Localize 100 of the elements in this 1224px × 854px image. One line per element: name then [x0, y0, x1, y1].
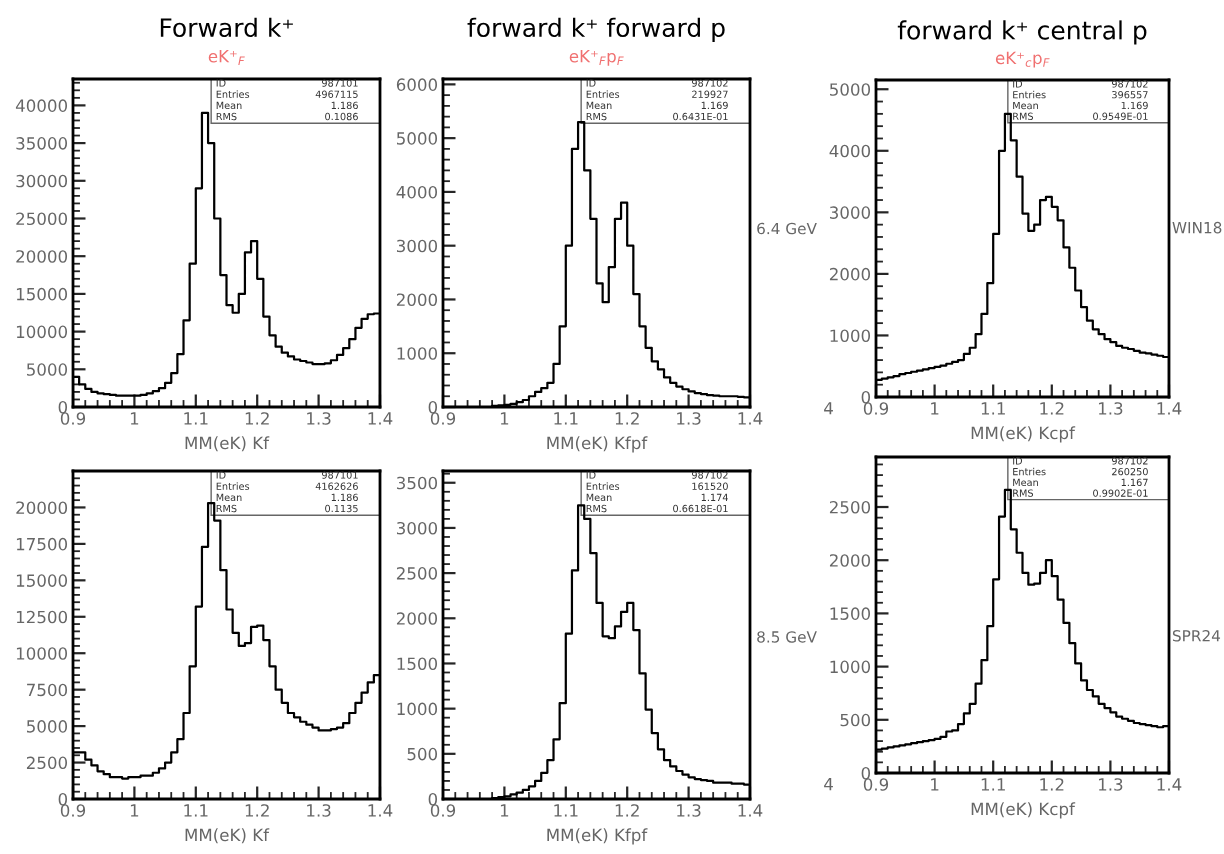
annotation: 987101 — [322, 471, 358, 479]
x-tick-label: 1.2 — [1040, 778, 1064, 791]
y-tick-label: 0 — [428, 400, 438, 414]
y-tick-label: 0 — [58, 400, 68, 414]
x-tick-label: 1.2 — [245, 804, 269, 817]
y-tick-label: 1000 — [397, 702, 438, 716]
y-tick-label: 4000 — [396, 185, 438, 199]
x-axis-title: MM(eK) Kf — [185, 436, 270, 452]
annotation: RMS — [216, 504, 237, 513]
annotation: 1.169 — [701, 101, 728, 110]
annotation: ID — [586, 79, 596, 87]
x-tick-label: 1.1 — [981, 778, 1005, 791]
annotation: Entries — [1013, 90, 1046, 99]
y-tick-label: 30000 — [16, 174, 68, 188]
text: WIN18 — [1172, 221, 1222, 234]
annotation: RMS — [586, 112, 607, 121]
y-tick-label: 1000 — [830, 660, 871, 674]
x-axis-title: MM(eK) Kfpf — [547, 436, 648, 453]
annotation: 0.6431E-01 — [673, 112, 728, 121]
x-tick-label: 1.3 — [1098, 778, 1123, 791]
annotation: Entries — [216, 90, 250, 98]
annotation: 1.186 — [331, 493, 358, 502]
annotation: 0.1135 — [325, 504, 358, 513]
y-tick-label: 3000 — [396, 521, 438, 535]
y-tick-label: 5000 — [27, 363, 68, 376]
annotation: RMS — [1013, 112, 1034, 120]
annotation: Mean — [216, 101, 242, 110]
annotation: Mean — [586, 493, 612, 502]
annotation: ID — [1013, 457, 1023, 465]
annotation: 0.9902E-01 — [1093, 489, 1148, 497]
annotation: 161520 — [692, 482, 728, 490]
chart-title: forward k⁺ forward p — [467, 17, 725, 42]
y-tick-label: 0 — [428, 792, 438, 806]
annotation: 0.1086 — [325, 112, 358, 121]
x-tick-label: 1.4 — [368, 412, 393, 425]
x-tick-label: 0.9 — [430, 412, 456, 425]
x-tick-label: 1.4 — [1157, 402, 1182, 415]
y-tick-label: 1000 — [830, 329, 871, 343]
x-tick-label: 0.9 — [863, 402, 889, 415]
y-tick-label: 5000 — [830, 83, 871, 96]
y-tick-label: 40000 — [15, 99, 68, 112]
annotation: RMS — [216, 112, 237, 121]
x-tick-label: 1 — [931, 778, 939, 791]
x-tick-label: 1 — [130, 412, 139, 425]
annotation: 987101 — [322, 79, 358, 87]
x-axis-title: MM(eK) Kcpf — [971, 802, 1076, 819]
x-tick-label: 0.9 — [60, 412, 86, 425]
x-tick-label: 1.4 — [738, 804, 763, 817]
y-tick-label: 5000 — [27, 720, 68, 733]
y-tick-label: 15000 — [16, 287, 68, 301]
annotation: ID — [586, 471, 596, 479]
x-tick-label: 1.4 — [368, 804, 393, 817]
x-tick-label: 1.3 — [677, 412, 701, 425]
text: 6.4 GeV — [757, 222, 817, 235]
chart-title: Forward k⁺ — [160, 17, 293, 38]
y-tick-label: 500 — [840, 713, 871, 727]
text: 4 — [824, 778, 833, 791]
x-tick-label: 1.2 — [615, 412, 639, 425]
annotation: 1.169 — [1121, 101, 1148, 110]
annotation: 0.6618E-01 — [673, 504, 728, 513]
y-tick-label: 5000 — [397, 132, 438, 145]
chart-subtitle: eK⁺$_{F}$ — [208, 50, 245, 65]
text: 8.5 GeV — [757, 631, 817, 643]
y-tick-label: 35000 — [16, 137, 68, 150]
y-tick-label: 10000 — [16, 325, 68, 339]
annotation: 987102 — [1111, 80, 1148, 88]
x-tick-label: 1.2 — [1040, 402, 1064, 415]
x-axis-title: MM(eK) Kfpf — [547, 828, 648, 845]
x-tick-label: 1.2 — [245, 412, 269, 425]
annotation: RMS — [586, 504, 607, 513]
annotation: Mean — [586, 101, 612, 110]
annotation: Mean — [1013, 101, 1038, 110]
annotation: Entries — [586, 90, 620, 98]
x-tick-label: 1.3 — [307, 804, 331, 817]
x-tick-label: 1.3 — [307, 412, 331, 425]
annotation: ID — [216, 79, 226, 87]
x-tick-label: 1.2 — [615, 804, 639, 817]
x-tick-label: 1.1 — [184, 804, 208, 817]
annotation: ID — [1013, 80, 1023, 88]
y-tick-label: 1000 — [397, 347, 438, 360]
chart-subtitle: eK⁺$_{c}$p$_{F}$ — [995, 51, 1050, 68]
y-tick-label: 3000 — [829, 206, 871, 219]
annotation: Entries — [1013, 467, 1046, 476]
annotation: 987102 — [692, 79, 728, 87]
x-tick-label: 1.1 — [981, 402, 1005, 415]
annotation: 1.186 — [331, 101, 358, 110]
annotation: 396557 — [1112, 91, 1148, 99]
annotation: 1.167 — [1121, 478, 1148, 487]
y-tick-label: 2500 — [829, 500, 871, 514]
annotation: 987102 — [692, 471, 728, 479]
annotation: 260250 — [1112, 467, 1148, 476]
annotation: Mean — [216, 493, 242, 502]
y-tick-label: 25000 — [16, 212, 68, 226]
y-tick-label: 2500 — [26, 756, 68, 770]
annotation: 219927 — [692, 90, 728, 98]
y-tick-label: 3000 — [396, 239, 438, 253]
x-tick-label: 1.4 — [1157, 778, 1182, 791]
y-tick-label: 2000 — [396, 612, 438, 625]
y-tick-label: 4000 — [829, 144, 871, 158]
annotation: Entries — [216, 482, 250, 490]
